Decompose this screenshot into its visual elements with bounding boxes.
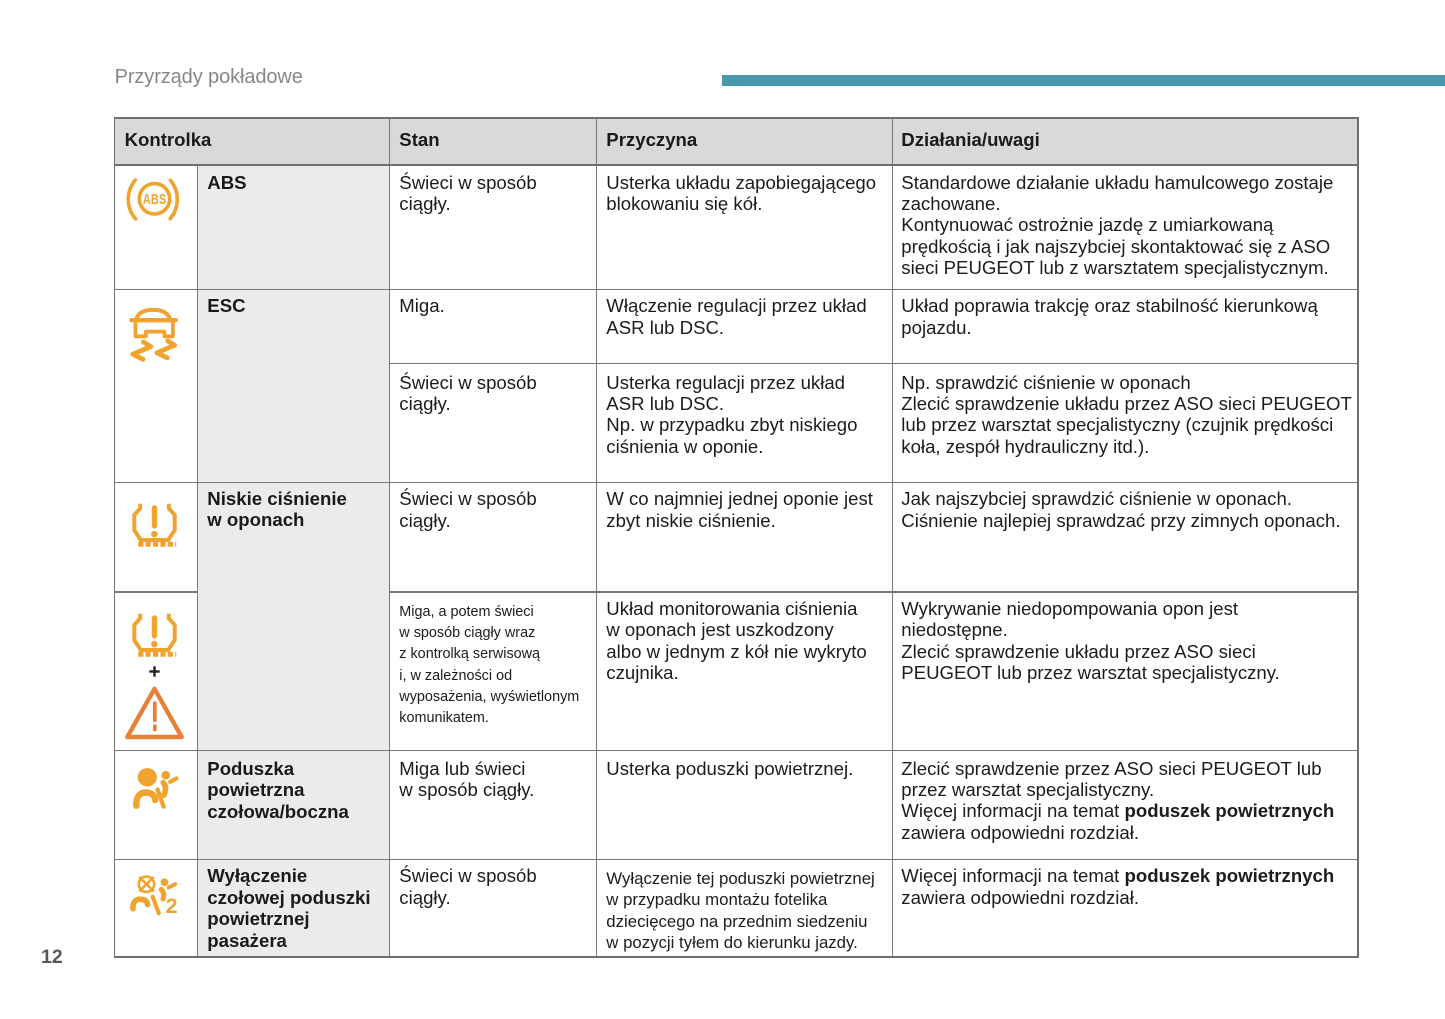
svg-text:2: 2 — [166, 894, 178, 918]
svg-text:ABS: ABS — [143, 192, 167, 208]
